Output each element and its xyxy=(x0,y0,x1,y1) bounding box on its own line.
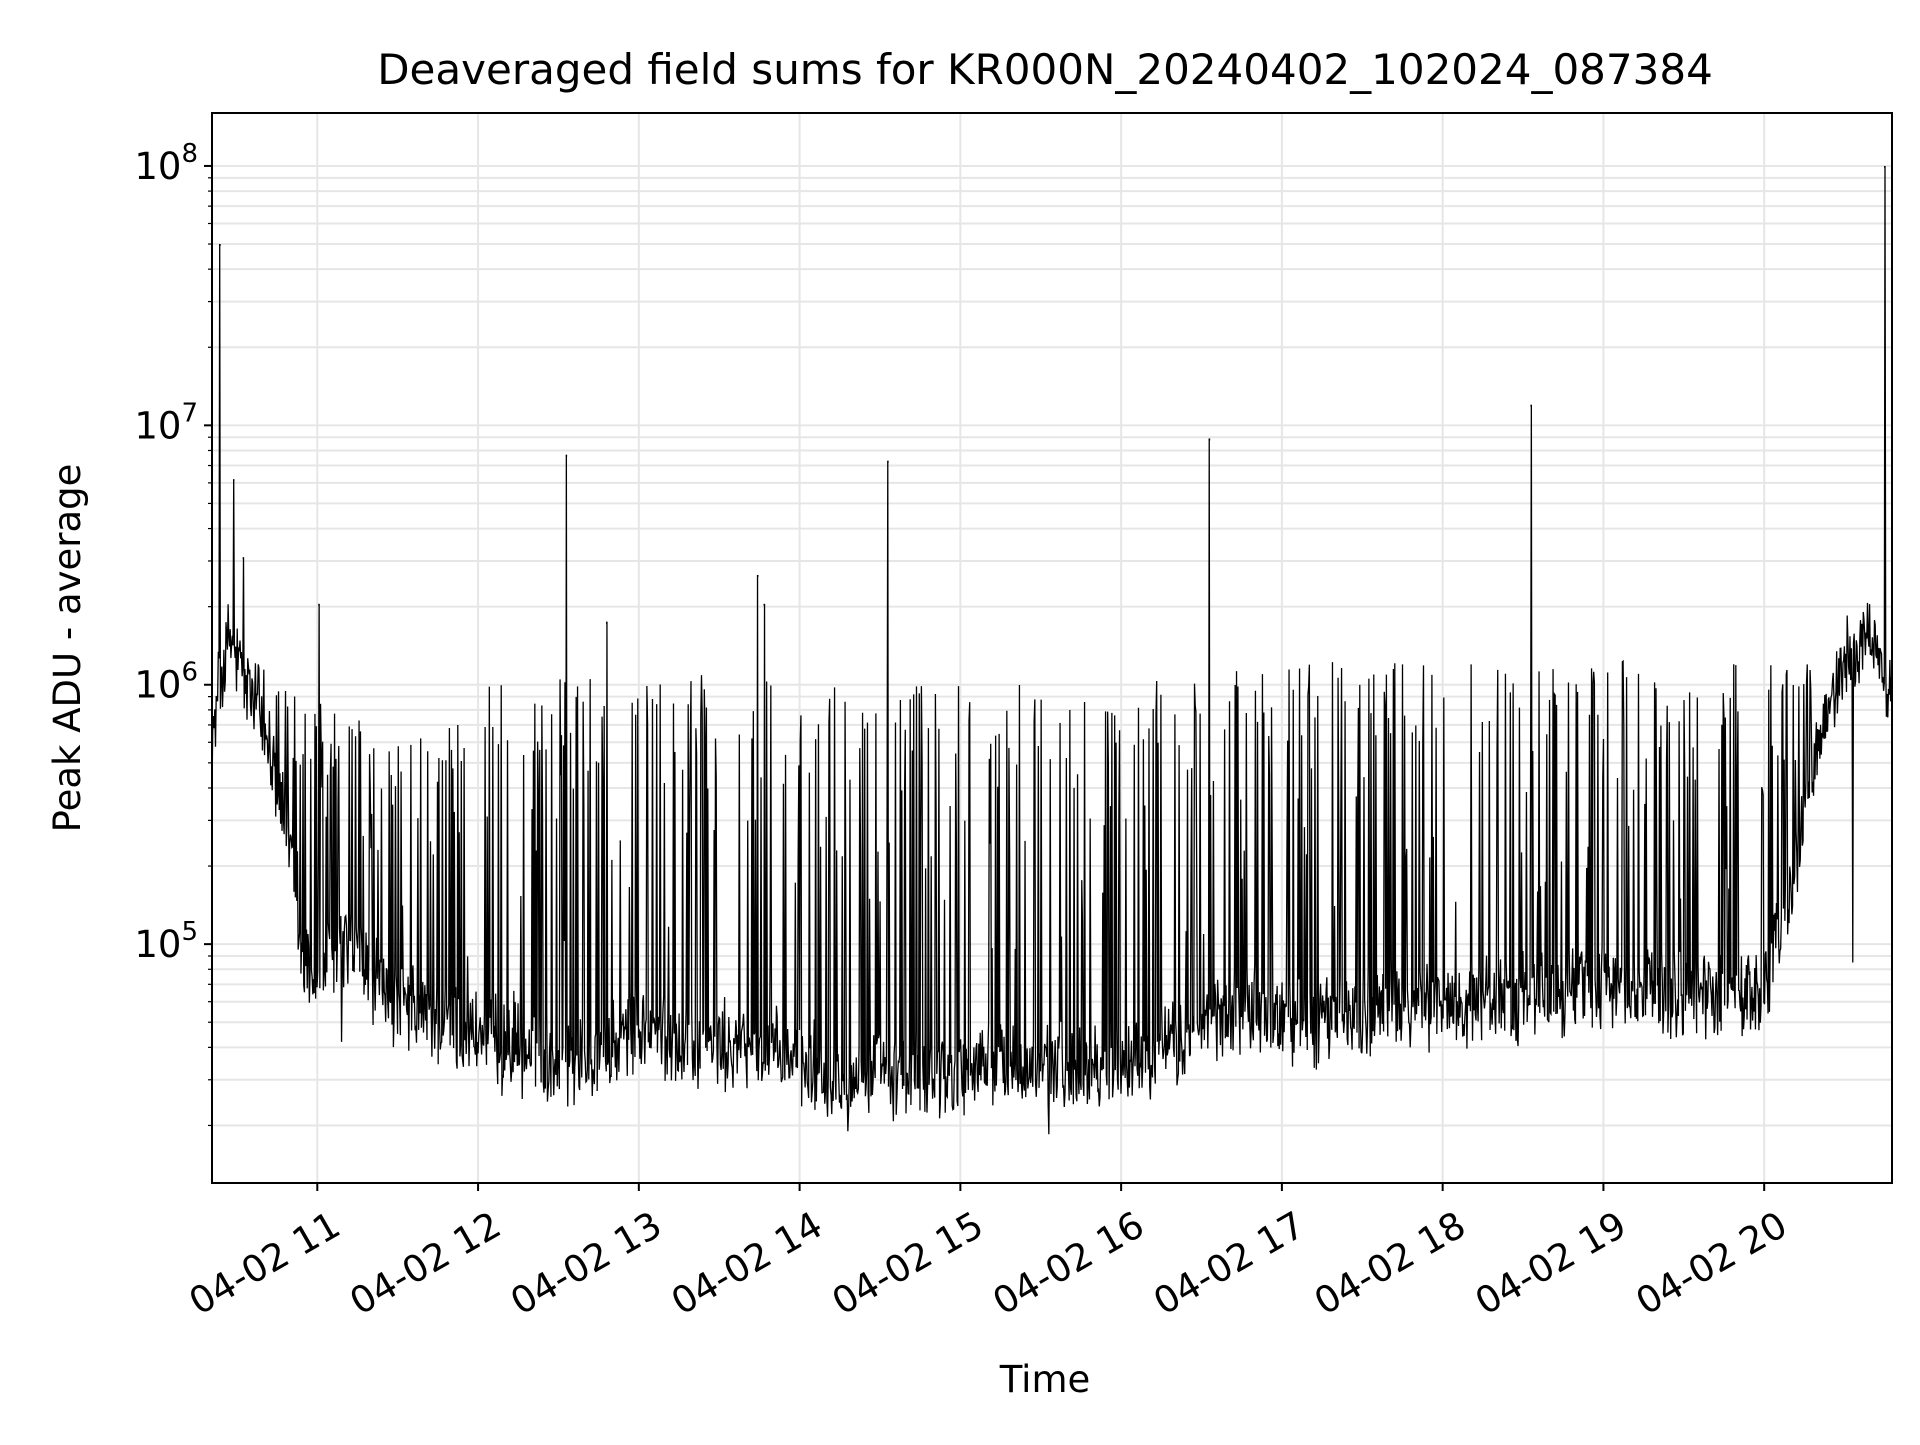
series-layer xyxy=(211,165,1893,1135)
x-axis-label: Time xyxy=(999,1358,1091,1401)
series-line xyxy=(211,165,1893,1135)
chart-title: Deaveraged field sums for KR000N_2024040… xyxy=(377,45,1713,94)
y-tick-label: 106 xyxy=(134,658,198,707)
y-axis-label: Peak ADU - average xyxy=(46,464,89,833)
y-tick-label: 108 xyxy=(134,139,198,188)
plot-frame xyxy=(211,112,1893,1184)
y-tick-label: 107 xyxy=(134,398,198,447)
y-tick-label: 105 xyxy=(134,917,198,966)
